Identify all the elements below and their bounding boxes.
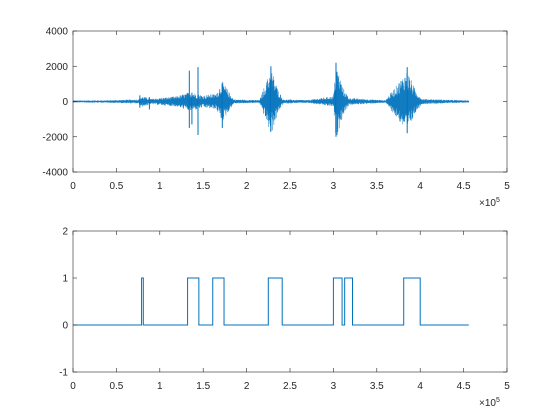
y-tick-label: 4000 [46,27,69,38]
x-tick-label: 0.5 [109,181,123,192]
x-tick-label: 4.5 [457,381,471,392]
top-axes-ticks: 0 0.5 1 1.5 2 2.5 3 3.5 4 4.5 5 -4000 -2000 0 2000 4000 [42,27,510,193]
x-tick-label: 3.5 [370,181,384,192]
y-tick-label: 1 [62,274,68,285]
top-x-exponent-label: ×105 [479,197,500,209]
top-waveform-axes: 0 0.5 1 1.5 2 2.5 3 3.5 4 4.5 5 -4000 -2000 0 2000 4000… [42,27,510,210]
x-tick-label: 1.5 [196,181,210,192]
x-tick-label: 0 [70,181,76,192]
x-tick-label: 3 [331,381,337,392]
x-tick-label: 0.5 [109,381,123,392]
x-tick-label: 1.5 [196,381,210,392]
y-tick-label: 0 [62,321,68,332]
y-tick-label: 0 [62,97,68,108]
x-tick-label: 4 [417,181,423,192]
y-tick-label: 2 [62,227,68,238]
y-tick-label: -4000 [42,168,68,179]
activity-step-line [73,277,469,326]
bottom-activity-series [73,277,469,326]
top-waveform-series [72,62,470,137]
y-tick-label: 2000 [46,62,69,73]
x-tick-label: 4 [417,381,423,392]
x-tick-label: 5 [504,181,510,192]
x-tick-label: 1 [157,381,163,392]
x-tick-label: 3 [331,181,337,192]
x-tick-label: 2.5 [283,381,297,392]
y-tick-label: -1 [59,368,68,379]
y-tick-label: -2000 [42,132,68,143]
x-tick-label: 4.5 [457,181,471,192]
x-tick-label: 1 [157,181,163,192]
x-tick-label: 2 [244,181,250,192]
x-tick-label: 2 [244,381,250,392]
x-tick-label: 3.5 [370,381,384,392]
x-tick-label: 0 [70,381,76,392]
bottom-x-exponent-label: ×105 [479,397,500,409]
x-tick-label: 5 [504,381,510,392]
x-tick-label: 2.5 [283,181,297,192]
